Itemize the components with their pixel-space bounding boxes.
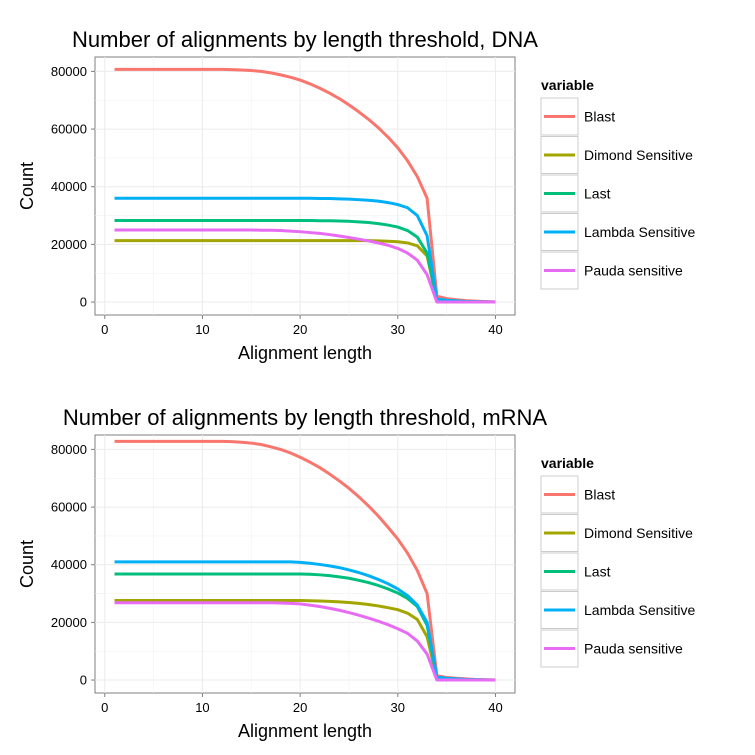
x-tick-label: 40 [488,700,502,715]
x-tick-label: 0 [101,322,108,337]
series-lines [114,67,496,304]
x-axis-title: Alignment length [238,721,372,741]
chart-mrna: Number of alignments by length threshold… [17,405,696,741]
legend-label-blast: Blast [584,109,615,125]
x-axis-title: Alignment length [238,343,372,363]
x-tick-label: 30 [391,700,405,715]
x-tick-label: 10 [195,700,209,715]
y-tick-label: 40000 [51,179,87,194]
chart-title: Number of alignments by length threshold… [63,405,548,430]
x-tick-label: 10 [195,322,209,337]
legend-title: variable [541,455,594,471]
series-line-blast [114,439,496,682]
legend-label-pauda-sensitive: Pauda sensitive [584,263,683,279]
y-tick-label: 80000 [51,442,87,457]
series-line-pauda-sensitive [114,601,496,682]
series-line-lambda-sensitive [114,560,496,682]
y-tick-label: 80000 [51,64,87,79]
plot-panel [94,56,516,316]
y-tick-label: 60000 [51,500,87,515]
legend-label-dimond-sensitive: Dimond Sensitive [584,147,693,163]
x-axis-ticks: 0 10 20 30 40 [101,693,503,715]
grid-minor [95,435,515,693]
y-tick-label: 0 [80,295,87,310]
x-tick-label: 0 [101,700,108,715]
x-tick-label: 20 [293,322,307,337]
legend: Blast Dimond Sensitive Last Lambda Sensitiv… [540,97,696,290]
y-tick-label: 20000 [51,615,87,630]
x-tick-label: 20 [293,700,307,715]
x-axis-ticks: 0 10 20 30 40 [101,315,503,337]
legend-label-lambda-sensitive: Lambda Sensitive [584,602,696,618]
legend-label-lambda-sensitive: Lambda Sensitive [584,224,696,240]
chart-title: Number of alignments by length threshold… [72,27,538,52]
y-tick-label: 0 [80,673,87,688]
y-axis-title: Count [17,162,37,210]
series-line-pauda-sensitive [114,228,496,304]
y-axis-ticks: 0 20000 40000 60000 80000 [51,442,95,688]
y-tick-label: 40000 [51,557,87,572]
legend-label-last: Last [584,186,611,202]
series-lines [114,439,496,682]
y-axis-title: Count [17,540,37,588]
series-line-blast [114,67,496,304]
grid-minor [95,57,515,315]
y-tick-label: 60000 [51,122,87,137]
x-tick-label: 30 [391,322,405,337]
y-tick-label: 20000 [51,237,87,252]
legend-title: variable [541,77,594,93]
chart-dna: Number of alignments by length threshold… [17,27,696,363]
legend-label-blast: Blast [584,487,615,503]
y-axis-ticks: 0 20000 40000 60000 80000 [51,64,95,310]
legend-label-pauda-sensitive: Pauda sensitive [584,641,683,657]
x-tick-label: 40 [488,322,502,337]
legend-label-last: Last [584,564,611,580]
legend: Blast Dimond Sensitive Last Lambda Sensitiv… [540,475,696,668]
series-line-lambda-sensitive [114,196,496,304]
legend-label-dimond-sensitive: Dimond Sensitive [584,525,693,541]
